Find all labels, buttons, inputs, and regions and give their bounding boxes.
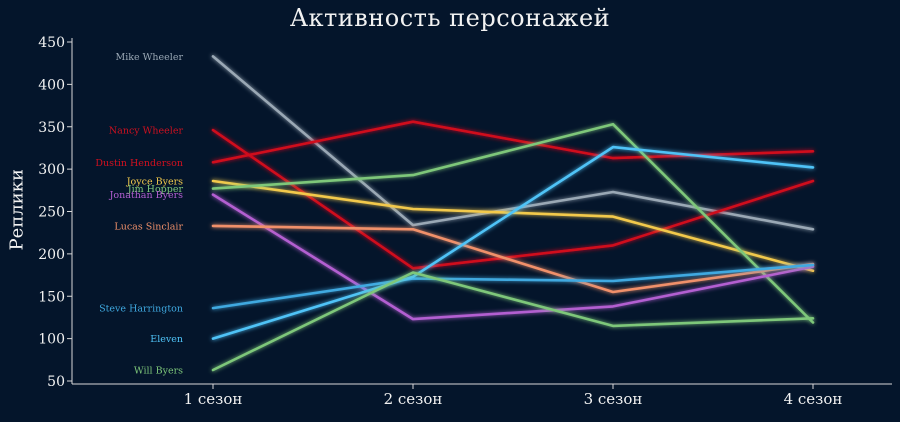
series-label: Joyce Byers (126, 176, 183, 187)
series-line (211, 193, 815, 321)
series-line (211, 263, 815, 310)
series-label: Jonathan Byers (109, 190, 184, 201)
x-tick-label: 1 сезон (184, 390, 243, 408)
series-label: Dustin Henderson (95, 158, 183, 169)
y-tick-label: 250 (38, 205, 65, 221)
y-tick-label: 200 (38, 247, 65, 263)
y-tick-label: 350 (38, 120, 65, 136)
y-tick-label: 300 (38, 162, 65, 178)
x-tick-label: 4 сезон (784, 390, 843, 408)
series-label: Lucas Sinclair (114, 221, 183, 232)
series-line (211, 224, 815, 294)
series-line (211, 122, 815, 324)
chart-title: Активность персонажей (289, 4, 611, 32)
series-label: Mike Wheeler (116, 52, 184, 63)
y-tick-label: 400 (38, 77, 65, 93)
series-label: Nancy Wheeler (109, 126, 184, 137)
y-tick-label: 450 (38, 35, 65, 51)
y-tick-label: 150 (38, 289, 65, 305)
y-tick-label: 100 (38, 332, 65, 348)
series-line (211, 271, 815, 372)
series-label: Will Byers (134, 365, 183, 376)
x-tick-label: 2 сезон (384, 390, 443, 408)
axes: 50 100 150 200 250 300 350 400 450 1 сезон 2 сезон… (38, 35, 892, 408)
series-label: Jim Hopper (127, 184, 184, 195)
series-line (211, 128, 815, 270)
series-line (211, 145, 815, 340)
x-tick-label: 3 сезон (584, 390, 643, 408)
series-label: Eleven (150, 334, 183, 345)
y-tick-label: 50 (47, 374, 65, 390)
series-line (211, 120, 815, 164)
series-lines (211, 55, 815, 372)
series-labels: Mike Wheeler Nancy Wheeler Dustin Henderso… (95, 52, 183, 377)
series-label: Steve Harrington (99, 304, 183, 315)
